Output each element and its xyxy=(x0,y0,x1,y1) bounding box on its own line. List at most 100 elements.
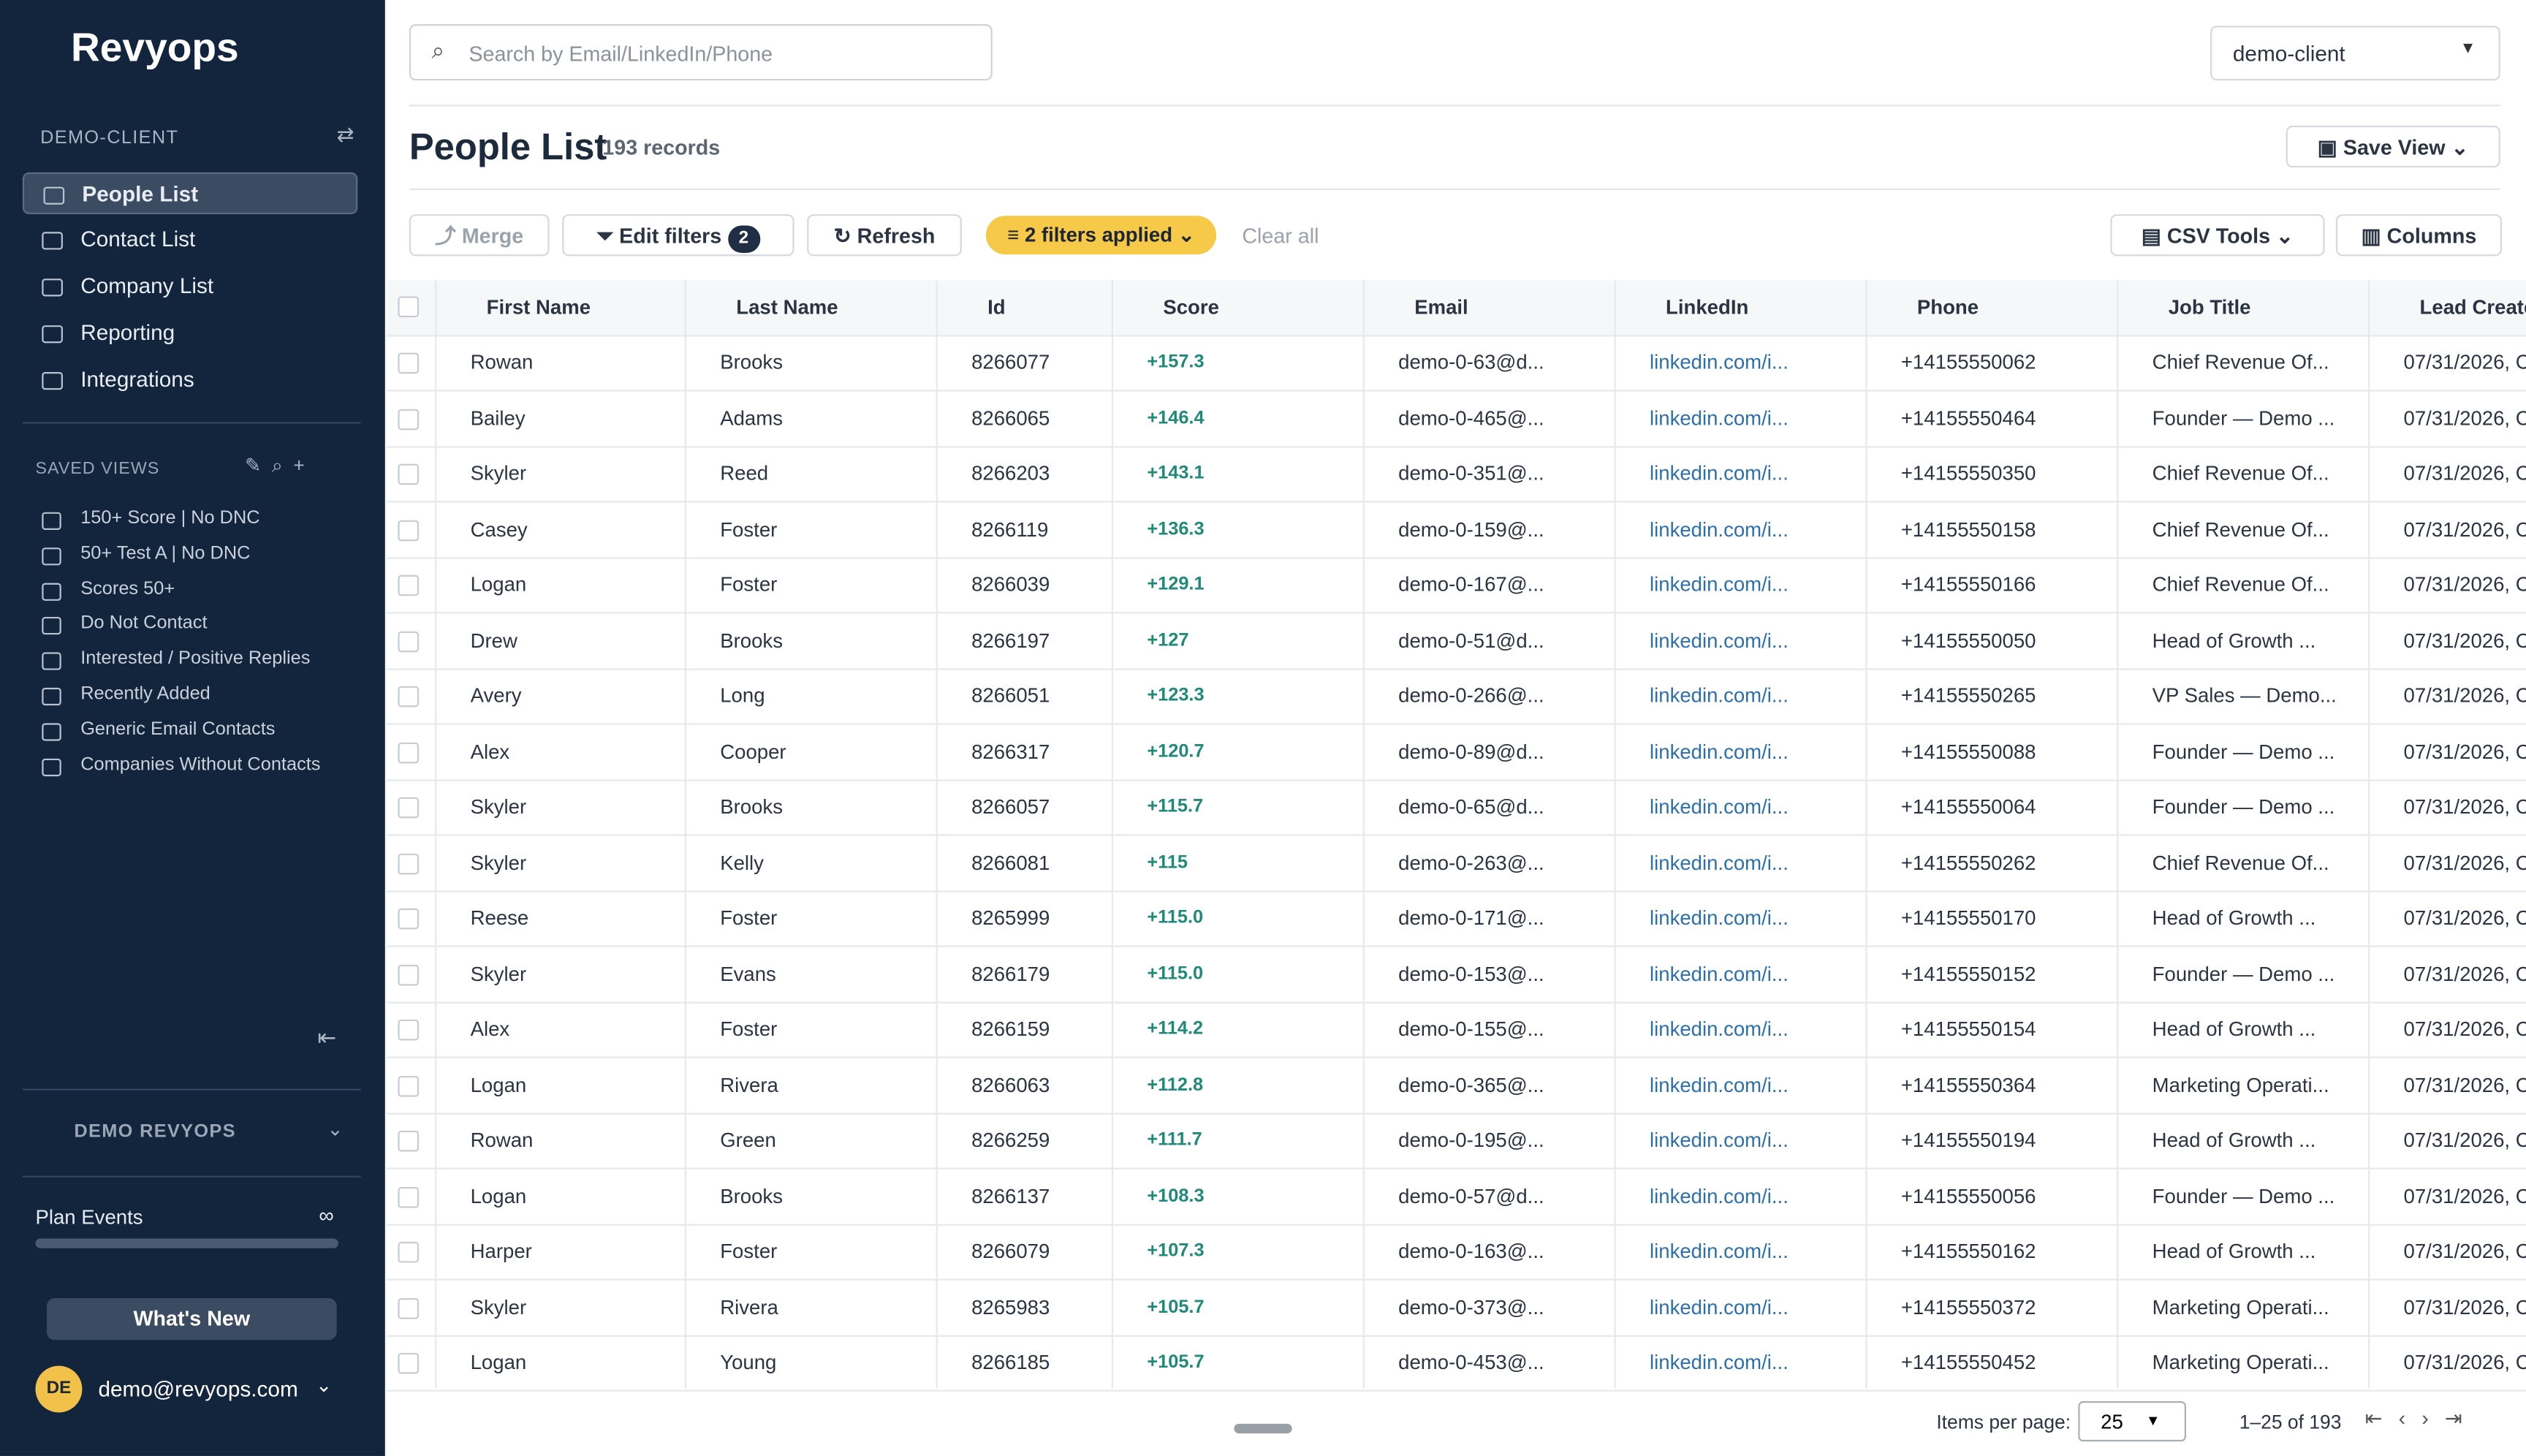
row-checkbox[interactable] xyxy=(398,741,420,763)
cell[interactable]: linkedin.com/i... xyxy=(1649,795,1789,819)
row-checkbox[interactable] xyxy=(398,1019,420,1041)
cell: Harper xyxy=(470,1240,532,1263)
saved-view[interactable]: Interested / Positive Replies xyxy=(35,649,310,671)
nav-item[interactable]: Integrations xyxy=(23,359,357,401)
user-email[interactable]: demo@revyops.com xyxy=(98,1376,298,1402)
cell[interactable]: linkedin.com/i... xyxy=(1649,684,1789,708)
column-header[interactable]: Last Name xyxy=(736,280,936,335)
filters-applied-chip[interactable]: ≡ 2 filters applied ⌄ xyxy=(985,216,1217,255)
refresh-button[interactable]: ↻ Refresh xyxy=(807,214,962,257)
row-checkbox[interactable] xyxy=(398,408,420,430)
column-header[interactable]: LinkedIn xyxy=(1666,280,1866,335)
saved-view[interactable]: Do Not Contact xyxy=(35,614,208,636)
cell: Skyler xyxy=(470,795,527,819)
pager-buttons[interactable]: ⇤‹›⇥ xyxy=(2364,1406,2478,1430)
nav-icon xyxy=(42,278,63,297)
row-checkbox[interactable] xyxy=(398,575,420,596)
saved-view[interactable]: 150+ Score | No DNC xyxy=(35,509,260,530)
nav-item[interactable]: Contact List xyxy=(23,219,357,261)
cell[interactable]: linkedin.com/i... xyxy=(1649,1351,1789,1374)
collapse-button[interactable]: ⇤ xyxy=(317,1024,337,1050)
row-checkbox[interactable] xyxy=(398,797,420,819)
row-checkbox[interactable] xyxy=(398,352,420,374)
row-checkbox[interactable] xyxy=(398,1186,420,1207)
cell: Head of Growth ... xyxy=(2152,1240,2316,1263)
saved-view[interactable]: Companies Without Contacts xyxy=(35,755,320,776)
cell[interactable]: linkedin.com/i... xyxy=(1649,406,1789,430)
scroll-handle[interactable] xyxy=(1234,1423,1292,1434)
cell: Chief Revenue Of... xyxy=(2152,351,2329,374)
column-header[interactable]: Job Title xyxy=(2168,280,2369,335)
items-per-page-select[interactable]: 25 ▼ xyxy=(2078,1401,2186,1442)
items-per-page-label: Items per page: xyxy=(1936,1411,2071,1434)
cell[interactable]: linkedin.com/i... xyxy=(1649,1184,1789,1207)
cell: +157.3 xyxy=(1147,352,1205,373)
edit-filters-button[interactable]: ⏷ Edit filters 2 xyxy=(562,214,794,257)
row-checkbox[interactable] xyxy=(398,852,420,874)
whats-new-button[interactable]: What's New xyxy=(46,1298,337,1341)
cell[interactable]: linkedin.com/i... xyxy=(1649,1017,1789,1041)
cell: +14155550064 xyxy=(1900,795,2036,819)
cell: Head of Growth ... xyxy=(2152,629,2316,652)
cell[interactable]: linkedin.com/i... xyxy=(1649,573,1789,596)
cell[interactable]: linkedin.com/i... xyxy=(1649,351,1789,374)
saved-view-actions[interactable]: ✎ ⌕ + xyxy=(245,454,305,477)
saved-view[interactable]: 50+ Test A | No DNC xyxy=(35,544,250,565)
cell: 07/31/2026, C xyxy=(2403,462,2526,485)
nav-item[interactable]: Company List xyxy=(23,266,357,308)
row-checkbox[interactable] xyxy=(398,963,420,985)
logo[interactable]: Revyops xyxy=(70,26,239,71)
row-checkbox[interactable] xyxy=(398,630,420,652)
cell: +14155550050 xyxy=(1900,629,2036,652)
cell: +14155550464 xyxy=(1900,406,2036,430)
row-checkbox[interactable] xyxy=(398,908,420,930)
clear-all[interactable]: Clear all xyxy=(1242,224,1319,249)
cell[interactable]: linkedin.com/i... xyxy=(1649,1295,1789,1319)
merge-button[interactable]: ⤴ Merge xyxy=(409,214,550,257)
header-checkbox[interactable] xyxy=(398,296,420,318)
cell: Long xyxy=(720,684,765,708)
client-select[interactable]: demo-client ▼ xyxy=(2210,26,2500,81)
cell[interactable]: linkedin.com/i... xyxy=(1649,906,1789,930)
filters-applied: 2 filters applied xyxy=(1024,224,1173,247)
cell: Rowan xyxy=(470,1129,534,1152)
row-checkbox[interactable] xyxy=(398,1352,420,1374)
row-checkbox[interactable] xyxy=(398,519,420,541)
saved-view[interactable]: Generic Email Contacts xyxy=(35,720,275,741)
nav-item[interactable]: People List xyxy=(22,172,358,215)
csv-tools: CSV Tools xyxy=(2166,224,2271,249)
cell[interactable]: linkedin.com/i... xyxy=(1649,851,1789,874)
cell[interactable]: linkedin.com/i... xyxy=(1649,1073,1789,1096)
saved-view[interactable]: Recently Added xyxy=(35,684,210,706)
cell: Skyler xyxy=(470,1295,527,1319)
row-checkbox[interactable] xyxy=(398,686,420,708)
sidebar: Revyops DEMO-CLIENT ⇄ People List Contact… xyxy=(0,0,385,1456)
org-name[interactable]: DEMO REVYOPS xyxy=(74,1122,236,1142)
column-header[interactable]: Lead Create xyxy=(2419,280,2526,335)
search-box[interactable]: ⌕ Search by Email/LinkedIn/Phone xyxy=(409,24,993,81)
row-checkbox[interactable] xyxy=(398,1130,420,1152)
column-header[interactable]: Email xyxy=(1414,280,1615,335)
column-header[interactable]: Id xyxy=(987,280,1112,335)
save-view-button[interactable]: ▣ Save View ⌄ xyxy=(2286,125,2500,168)
column-header[interactable]: Phone xyxy=(1916,280,2117,335)
row-checkbox[interactable] xyxy=(398,1241,420,1263)
row-checkbox[interactable] xyxy=(398,463,420,485)
csv-tools-button[interactable]: ▤ CSV Tools ⌄ xyxy=(2110,214,2325,257)
cell[interactable]: linkedin.com/i... xyxy=(1649,517,1789,541)
nav-item[interactable]: Reporting xyxy=(23,312,357,354)
cell[interactable]: linkedin.com/i... xyxy=(1649,740,1789,763)
column-header[interactable]: Score xyxy=(1163,280,1363,335)
row-checkbox[interactable] xyxy=(398,1297,420,1319)
columns-button[interactable]: ▥ Columns xyxy=(2335,214,2502,257)
row-checkbox[interactable] xyxy=(398,1074,420,1096)
cell[interactable]: linkedin.com/i... xyxy=(1649,962,1789,985)
switch-icon[interactable]: ⇄ xyxy=(336,122,354,147)
column-header[interactable]: First Name xyxy=(486,280,685,335)
cell[interactable]: linkedin.com/i... xyxy=(1649,1240,1789,1263)
cell: +14155550350 xyxy=(1900,462,2036,485)
cell[interactable]: linkedin.com/i... xyxy=(1649,462,1789,485)
cell[interactable]: linkedin.com/i... xyxy=(1649,1129,1789,1152)
saved-view[interactable]: Scores 50+ xyxy=(35,579,175,601)
cell[interactable]: linkedin.com/i... xyxy=(1649,629,1789,652)
